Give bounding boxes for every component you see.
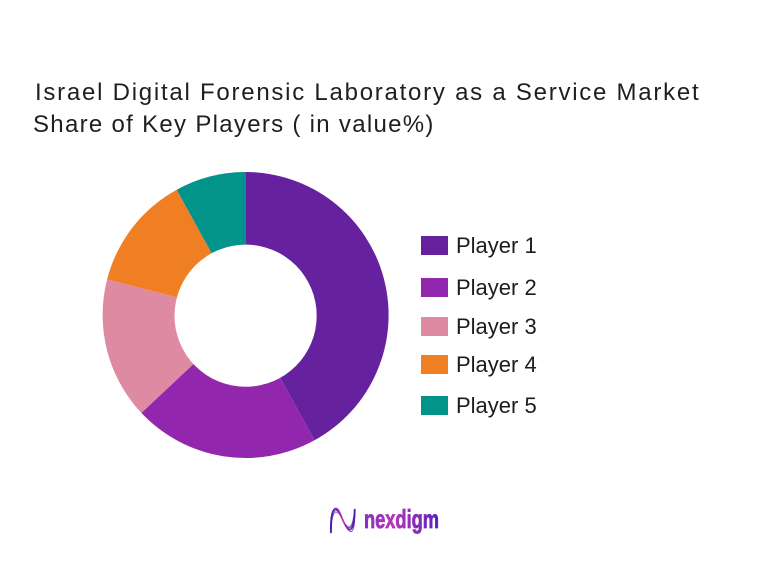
svg-text:nexdigm: nexdigm bbox=[364, 504, 439, 534]
